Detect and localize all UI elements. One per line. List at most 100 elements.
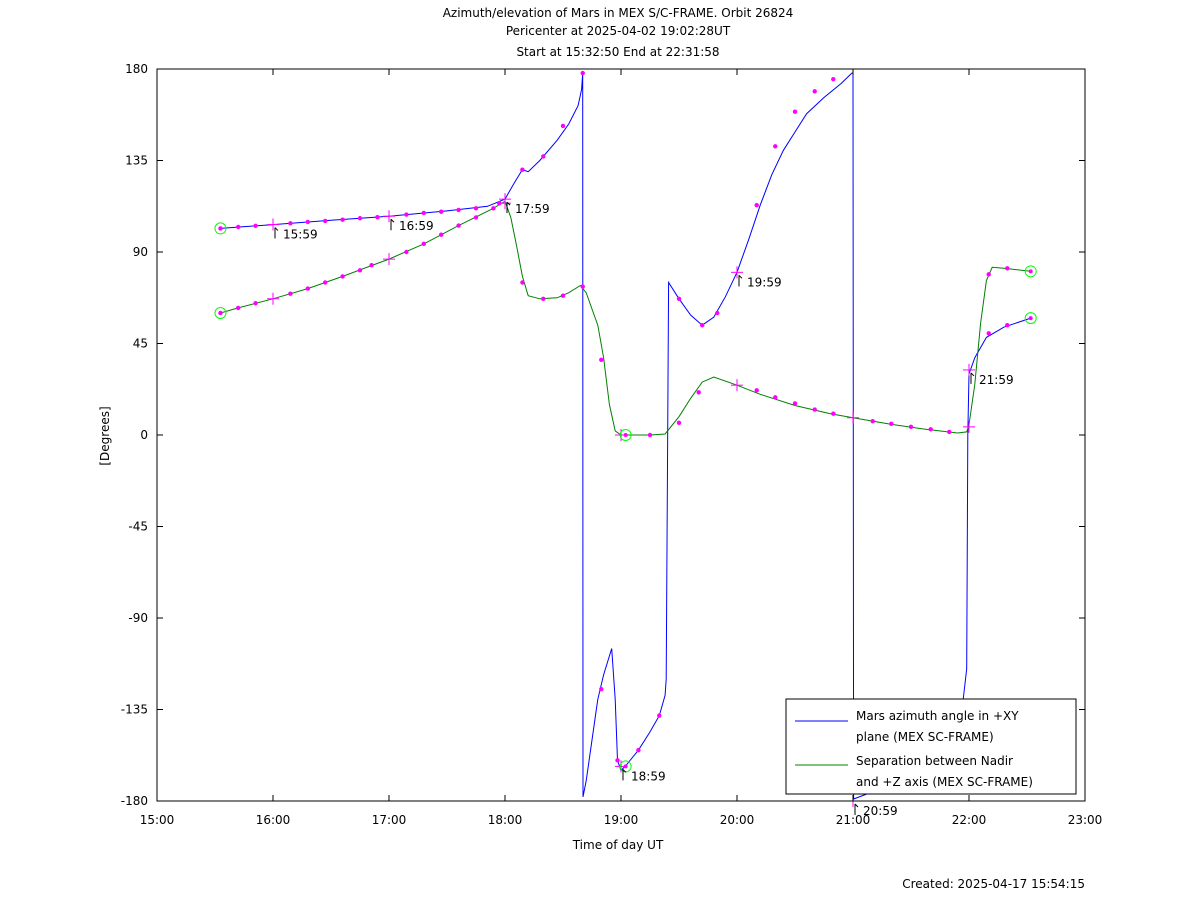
legend-label-azimuth-line-2: plane (MEX SC-FRAME) [856,730,994,744]
data-point [580,70,585,76]
data-point [473,215,479,220]
x-tick-label: 22:00 [952,813,987,827]
time-annotation-label: 17:59 [515,202,550,216]
x-tick-label: 15:00 [140,813,175,827]
data-point [908,424,914,430]
annotations-layer: 15:59 16:59 17:59 18:59 19:59 20:59 21:59 [274,201,1014,818]
hour-marker [267,218,279,231]
x-tick-label: 20:00 [720,813,755,827]
chart-title-line-3: Start at 15:32:50 End at 22:31:58 [516,45,719,59]
time-annotation: 17:59 [506,201,550,216]
data-point [323,280,328,285]
y-tick-label: -135 [121,703,148,717]
data-point [657,713,662,718]
x-tick-label: 23:00 [1068,813,1103,827]
time-annotation: 20:59 [854,803,898,818]
legend-label-separation-line-2: and +Z axis (MEX SC-FRAME) [856,775,1033,789]
data-point [323,218,328,224]
markers-layer [214,70,1037,807]
data-point [560,123,566,129]
data-point [831,76,836,82]
data-point [599,686,604,692]
y-tick-label: -45 [128,520,148,534]
data-point [421,241,426,247]
hour-marker [963,363,975,376]
time-annotation: 19:59 [738,274,782,289]
data-point [456,223,461,228]
data-point [288,291,293,296]
time-annotation: 15:59 [274,227,318,242]
endpoint-marker [1024,312,1037,325]
data-point [636,747,641,753]
hour-marker [731,266,743,279]
x-tick-label: 18:00 [488,813,523,827]
legend-box [785,698,1077,795]
data-point [986,272,991,277]
data-point [928,427,933,432]
x-tick-label: 16:00 [256,813,291,827]
endpoint-dot [218,226,223,231]
data-point [647,432,653,438]
data-point [541,296,546,301]
time-annotation-label: 15:59 [283,228,318,242]
hour-marker [847,411,859,424]
data-point [754,388,759,393]
time-annotation-label: 18:59 [631,769,666,783]
y-tick-label: 0 [140,428,148,442]
separation-series-line [220,200,1031,436]
endpoint-dot [1028,269,1033,274]
time-annotation-label: 16:59 [399,219,434,233]
data-point [340,274,345,279]
time-annotation-label: 19:59 [747,275,782,289]
data-point [421,210,426,216]
data-point [580,284,585,289]
data-point [340,217,345,222]
footer-created: Created: 2025-04-17 15:54:15 [902,877,1085,891]
data-point [305,286,310,291]
time-annotation-label: 20:59 [863,804,898,818]
hour-marker [963,420,975,433]
hour-marker [383,253,395,266]
data-point [599,357,604,362]
chart-title-line-2: Pericenter at 2025-04-02 19:02:28UT [506,24,731,38]
y-tick-label: 90 [133,245,148,259]
data-point [792,109,798,114]
legend-label-separation-line-1: Separation between Nadir [856,754,1013,768]
data-point [439,232,444,237]
data-point [560,293,566,298]
data-point [715,310,720,316]
data-point [615,758,620,763]
endpoint-dot [623,433,628,437]
data-point [520,280,525,285]
data-point [456,207,461,213]
data-point [773,395,778,400]
legend: Mars azimuth angle in +XY plane (MEX SC-… [785,698,1077,795]
data-point [491,206,496,211]
data-point [986,331,991,336]
endpoint-dot [623,764,628,769]
data-point [676,420,682,425]
data-point [473,206,479,211]
data-point [439,209,444,214]
data-point [812,407,817,412]
y-axis-label: [Degrees] [98,406,112,465]
endpoint-dot [218,311,223,315]
x-tick-label: 17:00 [372,813,407,827]
data-point [773,144,778,149]
data-point [792,401,798,406]
data-point [375,215,380,220]
y-tick-label: -180 [121,794,148,808]
endpoint-marker [214,307,227,319]
data-point [404,212,409,217]
hour-marker [731,379,743,392]
x-tick-label: 19:00 [604,813,639,827]
y-tick-label: 180 [125,62,148,76]
hour-marker [267,292,279,305]
data-point [253,223,258,228]
data-point [236,305,241,311]
y-tick-label: 45 [133,337,148,351]
data-point [947,429,952,435]
x-axis-ticks: 15:00 16:00 17:00 18:00 19:00 20:00 21:00 22:00… [140,69,1103,827]
data-point [870,418,875,424]
data-point [1005,266,1010,271]
